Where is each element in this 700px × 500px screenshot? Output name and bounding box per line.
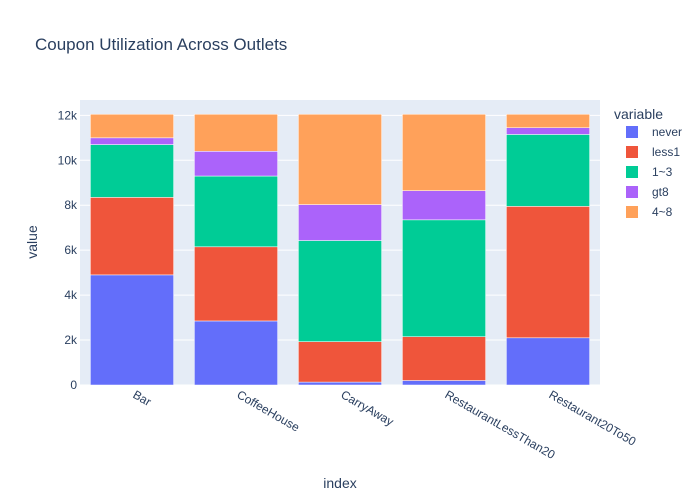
legend-label: never	[652, 125, 682, 139]
bar-segment	[402, 380, 486, 386]
bar-segment	[298, 240, 382, 342]
bar-segment	[402, 113, 486, 191]
x-tick-label: CoffeeHouse	[235, 387, 303, 434]
x-tick-label: Restaurant20To50	[547, 387, 639, 448]
bar-segment	[402, 336, 486, 381]
y-tick-label: 6k	[64, 243, 78, 257]
legend-swatch	[626, 166, 638, 178]
y-axis-label: value	[24, 225, 40, 259]
legend-swatch	[626, 126, 638, 138]
bar-segment	[298, 341, 382, 383]
legend-label: 4~8	[652, 205, 673, 219]
bar-segment	[506, 206, 590, 339]
bar-segment	[194, 320, 278, 386]
bars	[90, 113, 590, 386]
bar-segment	[298, 204, 382, 241]
legend-swatch	[626, 186, 638, 198]
bar-segment	[90, 197, 174, 276]
x-tick-label: CarryAway	[339, 387, 397, 428]
bar-segment	[90, 274, 174, 386]
legend-label: gt8	[652, 185, 669, 199]
bar-segment	[194, 246, 278, 322]
chart-title: Coupon Utilization Across Outlets	[35, 35, 287, 54]
x-tick-label: RestaurantLessThan20	[443, 387, 558, 462]
legend-label: 1~3	[652, 165, 673, 179]
x-axis-label: index	[323, 475, 356, 491]
bar-segment	[506, 134, 590, 207]
x-tick-label: Bar	[131, 387, 154, 408]
bar-segment	[298, 113, 382, 205]
bar-segment	[506, 113, 590, 128]
y-tick-label: 8k	[64, 198, 78, 212]
y-tick-labels: 0 2k 4k 6k 8k 10k 12k	[58, 108, 78, 392]
y-tick-label: 10k	[58, 153, 78, 167]
y-tick-label: 2k	[64, 333, 78, 347]
y-tick-label: 4k	[64, 288, 78, 302]
legend-swatch	[626, 206, 638, 218]
y-tick-label: 0	[70, 378, 77, 392]
bar-segment	[90, 113, 174, 139]
bar-segment	[90, 144, 174, 198]
bar-segment	[194, 151, 278, 177]
bar-segment	[90, 137, 174, 145]
bar-segment	[506, 127, 590, 135]
bar-segment	[402, 190, 486, 221]
legend-title: variable	[614, 106, 663, 122]
bar-segment	[298, 381, 382, 386]
legend-swatch	[626, 146, 638, 158]
legend: variable never less1 1~3 gt8 4~8	[614, 106, 682, 219]
bar-segment	[194, 113, 278, 152]
bar-segment	[506, 337, 590, 386]
legend-label: less1	[652, 145, 680, 159]
y-tick-label: 12k	[58, 108, 78, 122]
bar-segment	[402, 219, 486, 337]
x-tick-labels: Bar CoffeeHouse CarryAway RestaurantLessTha…	[131, 387, 639, 462]
bar-segment	[194, 175, 278, 248]
